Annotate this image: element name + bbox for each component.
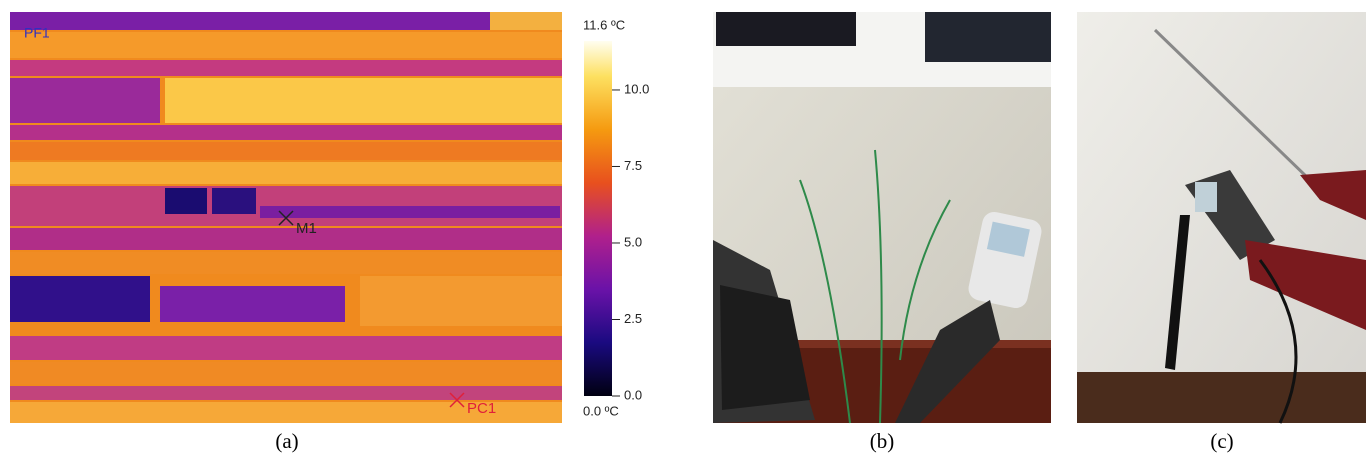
- caption: (b): [870, 429, 895, 453]
- thermal-image: [10, 12, 562, 423]
- colorbar-tick-label: 0.0: [624, 387, 642, 402]
- colorbar-tick-label: 5.0: [624, 234, 642, 249]
- caption: (a): [275, 429, 298, 453]
- photo-c: [1077, 12, 1366, 424]
- colorbar-tick-label: 7.5: [624, 158, 642, 173]
- marker-label: M1: [296, 220, 317, 237]
- colorbar-tick-label: 10.0: [624, 81, 649, 96]
- marker-label: PC1: [467, 400, 496, 417]
- colorbar-max-label: 11.6 ºC: [583, 17, 625, 32]
- caption: (c): [1210, 429, 1233, 453]
- colorbar-min-label: 0.0 ºC: [583, 403, 619, 418]
- photo-b: [713, 12, 1051, 424]
- colorbar-tick-label: 2.5: [624, 311, 642, 326]
- marker-label: PF1: [24, 25, 50, 41]
- colorbar: [584, 41, 612, 396]
